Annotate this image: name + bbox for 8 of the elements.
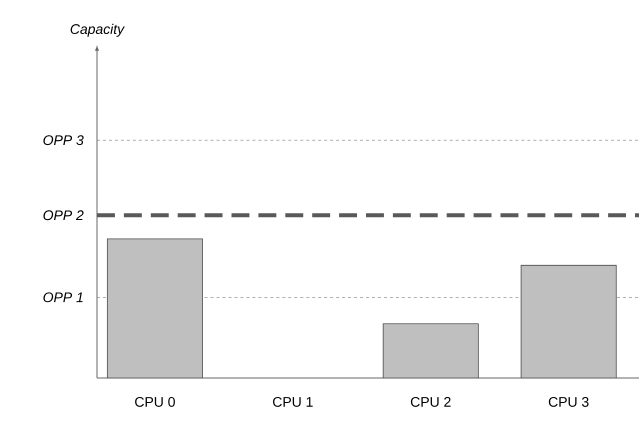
x-tick-label: CPU 1	[273, 396, 313, 407]
x-tick-label: CPU 0	[135, 396, 175, 407]
ref-line-label: OPP 1	[43, 292, 83, 302]
x-tick-label: CPU 2	[410, 396, 451, 407]
ref-line-label: OPP 2	[43, 210, 84, 220]
text: Capacity	[70, 24, 125, 37]
ref-line-label: OPP 3	[43, 135, 84, 146]
x-tick-label: CPU 3	[548, 396, 589, 407]
